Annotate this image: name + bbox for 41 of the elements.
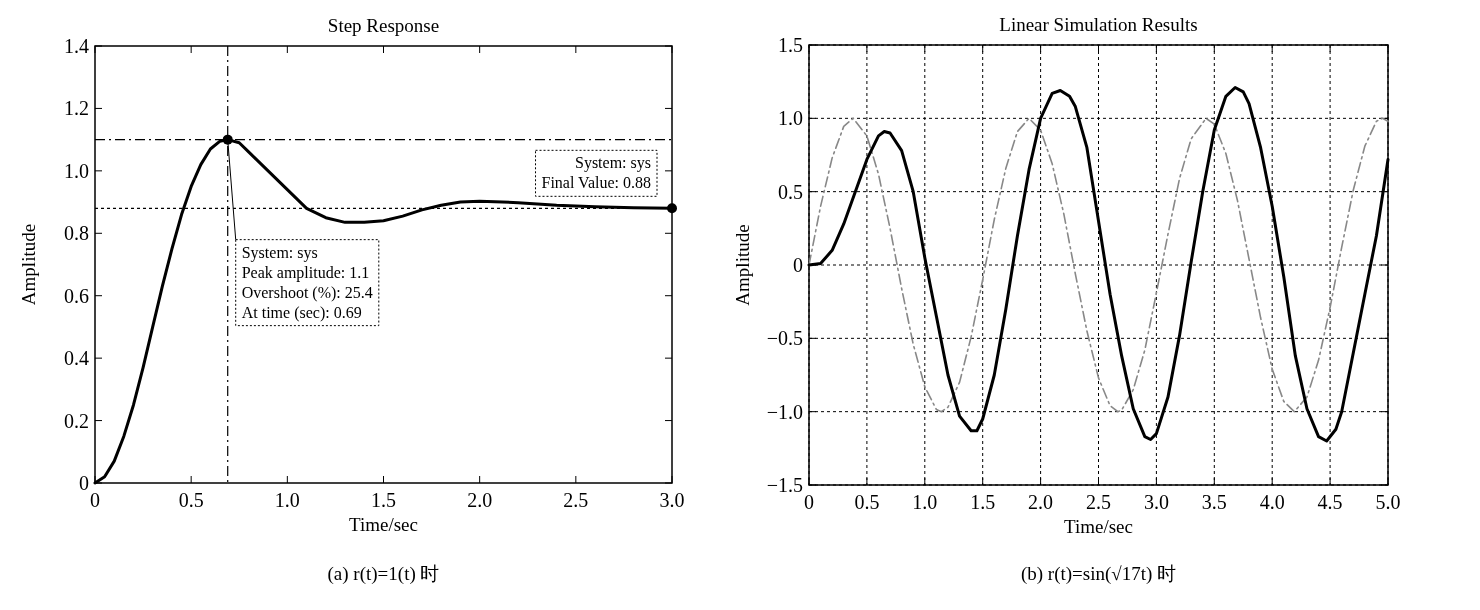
y-tick-label: 0.8: [64, 222, 89, 245]
x-axis-title: Time/sec: [1064, 516, 1133, 537]
x-tick-label: 0.5: [178, 489, 204, 511]
y-tick-label: 1.5: [778, 34, 803, 56]
x-tick-label: 4.0: [1259, 491, 1285, 513]
y-tick-label: 1.4: [64, 35, 89, 57]
x-tick-label: 2.5: [563, 489, 589, 511]
x-tick-label: 5.0: [1375, 491, 1401, 513]
text: (b) r(t)=sin(√17t) 时: [1020, 563, 1177, 585]
y-tick-label: −0.5: [766, 327, 803, 350]
y-tick-label: 0: [79, 472, 89, 494]
y-tick-label: −1.5: [766, 474, 803, 496]
chart-title: Linear Simulation Results: [999, 14, 1198, 35]
x-tick-label: 3.0: [1143, 491, 1169, 513]
x-axis-title: Time/sec: [349, 514, 418, 535]
y-tick-label: 0.4: [64, 347, 89, 370]
x-tick-label: 1.0: [274, 489, 300, 511]
annotation: System: sys Final Value: 0.88: [541, 154, 651, 192]
y-axis-title: Amplitude: [18, 223, 39, 306]
text: (a) r(t)=1(t) 时: [327, 563, 440, 585]
x-tick-label: 1.0: [912, 491, 938, 513]
chart-title: Step Response: [327, 15, 440, 36]
y-tick-label: 0: [793, 254, 803, 276]
x-tick-label: 3.0: [659, 489, 685, 511]
y-tick-label: 1.2: [64, 97, 89, 120]
y-axis-title: Amplitude: [732, 224, 753, 306]
x-tick-label: 0.5: [854, 491, 880, 513]
x-tick-label: 2.0: [467, 489, 493, 511]
annotation: System: sys Peak amplitude: 1.1 Overshoot (%): 25.4 At time (sec): 0.69: [241, 243, 373, 322]
x-tick-label: 1.5: [970, 491, 996, 513]
x-tick-label: 3.5: [1201, 491, 1227, 513]
y-tick-label: 0.6: [64, 284, 89, 307]
x-tick-label: 2.0: [1028, 491, 1054, 513]
y-tick-label: −1.0: [766, 400, 803, 423]
x-tick-label: 4.5: [1317, 491, 1343, 513]
y-tick-label: 1.0: [778, 107, 803, 130]
y-tick-label: 0.5: [778, 180, 803, 203]
x-tick-label: 1.5: [371, 489, 396, 511]
y-tick-label: 1.0: [64, 159, 89, 182]
x-tick-label: 2.5: [1086, 491, 1111, 513]
y-tick-label: 0.2: [64, 409, 89, 432]
